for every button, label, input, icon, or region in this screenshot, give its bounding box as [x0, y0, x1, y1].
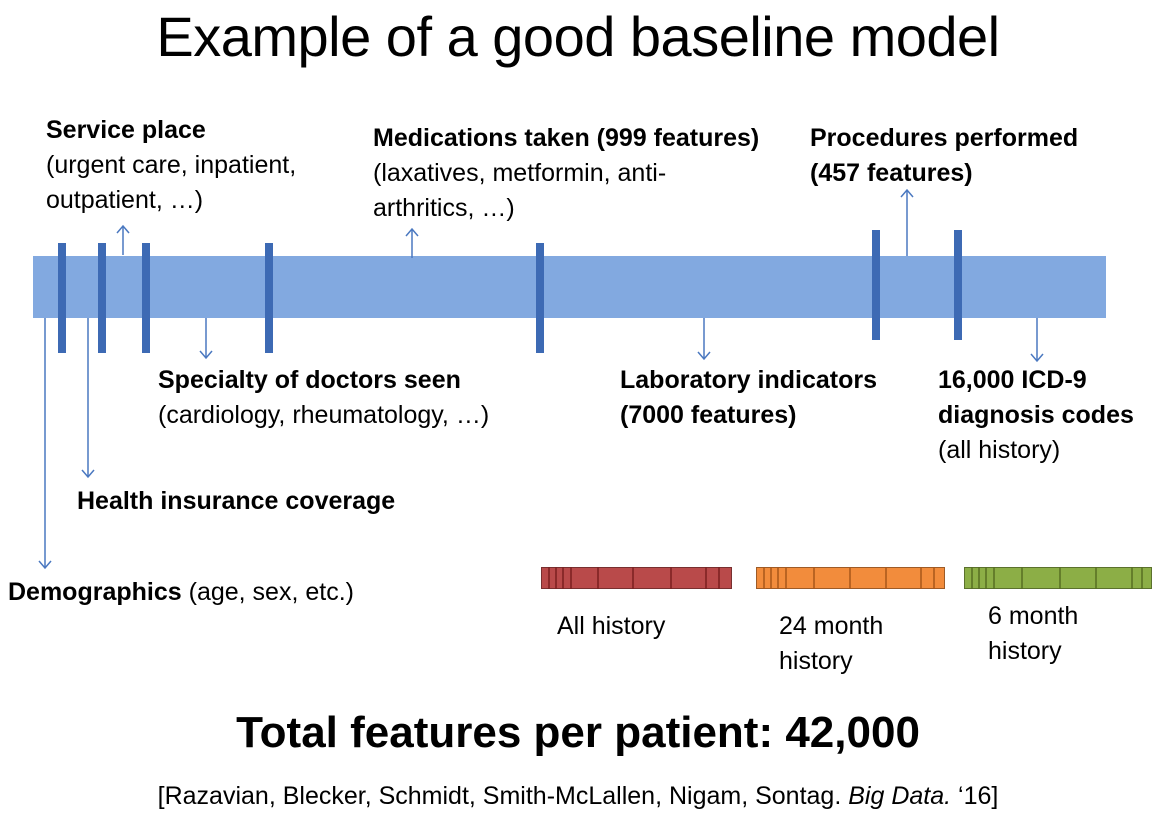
down-arrow-laboratory [697, 318, 711, 361]
icd9-label: 16,000 ICD-9 diagnosis codes (all histor… [938, 363, 1134, 468]
24-month-history-bar [756, 567, 945, 589]
medications-detail-2: arthritics, …) [373, 194, 515, 222]
timeline-event-tick [142, 243, 150, 353]
total-features-heading: Total features per patient: 42,000 [236, 708, 920, 757]
specialty-detail: (cardiology, rheumatology, …) [158, 401, 490, 429]
down-arrow-insurance [81, 318, 95, 479]
demographics-heading: Demographics [8, 578, 182, 606]
service-place-detail-2: outpatient, …) [46, 186, 204, 214]
6-month-history-label: 6 month history [988, 599, 1078, 669]
timeline-event-tick [954, 230, 962, 340]
6-month-history-bar [964, 567, 1152, 589]
demographics-detail: (age, sex, etc.) [181, 578, 354, 606]
citation: [Razavian, Blecker, Schmidt, Smith-McLal… [0, 782, 1156, 811]
service-place-heading: Service place [46, 116, 206, 144]
medications-detail-1: (laxatives, metformin, anti- [373, 159, 667, 187]
all-history-ticks [548, 567, 720, 589]
up-arrow-service-place [116, 224, 130, 255]
icd9-heading: 16,000 ICD-9 [938, 366, 1087, 394]
all-history-label-line1: All history [557, 612, 666, 640]
timeline-event-tick [872, 230, 880, 340]
medications-heading: Medications taken (999 features) [373, 124, 760, 152]
timeline-event-tick [58, 243, 66, 353]
laboratory-label: Laboratory indicators (7000 features) [620, 363, 877, 433]
24-month-label-line2: history [779, 647, 853, 675]
down-arrow-specialty [199, 318, 213, 360]
citation-authors: [Razavian, Blecker, Schmidt, Smith-McLal… [157, 782, 849, 810]
down-arrow-icd9 [1030, 318, 1044, 363]
up-arrow-procedures [900, 188, 914, 256]
icd9-detail: (all history) [938, 436, 1061, 464]
icd9-subheading: diagnosis codes [938, 401, 1134, 429]
citation-year: ‘16] [951, 782, 999, 810]
24-month-history-label: 24 month history [779, 609, 883, 679]
insurance-label: Health insurance coverage [77, 487, 396, 515]
demographics-label: Demographics (age, sex, etc.) [8, 575, 354, 610]
6-month-label-line2: history [988, 637, 1062, 665]
service-place-detail-1: (urgent care, inpatient, [46, 151, 297, 179]
laboratory-count: (7000 features) [620, 401, 797, 429]
timeline-event-tick [536, 243, 544, 353]
medications-label: Medications taken (999 features) (laxati… [373, 121, 759, 226]
timeline-event-tick [98, 243, 106, 353]
patient-timeline [33, 256, 1106, 318]
6-month-label-line1: 6 month [988, 602, 1079, 630]
all-history-bar [541, 567, 732, 589]
24-month-label-line1: 24 month [779, 612, 884, 640]
citation-journal: Big Data. [848, 782, 952, 810]
specialty-heading: Specialty of doctors seen [158, 366, 461, 394]
slide-title: Example of a good baseline model [156, 5, 1000, 68]
procedures-heading: Procedures performed [810, 124, 1079, 152]
procedures-label: Procedures performed (457 features) [810, 121, 1078, 191]
timeline-event-tick [265, 243, 273, 353]
service-place-label: Service place (urgent care, inpatient, o… [46, 113, 296, 218]
laboratory-heading: Laboratory indicators [620, 366, 877, 394]
down-arrow-demographics [38, 318, 52, 570]
up-arrow-medications [405, 227, 419, 258]
procedures-count: (457 features) [810, 159, 973, 187]
all-history-label: All history [557, 609, 665, 644]
specialty-label: Specialty of doctors seen (cardiology, r… [158, 363, 489, 433]
24-month-ticks [763, 567, 935, 589]
6-month-ticks [971, 567, 1143, 589]
